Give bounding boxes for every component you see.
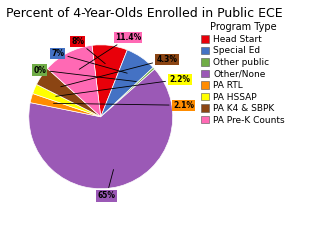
Text: 2.2%: 2.2%: [56, 75, 190, 96]
Wedge shape: [92, 45, 127, 117]
Legend: Head Start, Special Ed, Other public, Other/None, PA RTL, PA HSSAP, PA K4 & SBPK: Head Start, Special Ed, Other public, Ot…: [200, 21, 286, 126]
Wedge shape: [101, 68, 155, 117]
Text: 7%: 7%: [51, 49, 127, 73]
Text: 8%: 8%: [71, 37, 105, 64]
Wedge shape: [30, 93, 101, 117]
Text: 4.3%: 4.3%: [61, 55, 177, 87]
Text: 11.4%: 11.4%: [79, 33, 141, 69]
Text: 0%: 0%: [33, 65, 136, 82]
Text: 65%: 65%: [98, 169, 115, 200]
Wedge shape: [47, 45, 101, 117]
Text: Percent of 4-Year-Olds Enrolled in Public ECE: Percent of 4-Year-Olds Enrolled in Publi…: [6, 7, 283, 20]
Wedge shape: [29, 69, 173, 189]
Wedge shape: [32, 84, 101, 117]
Text: 2.1%: 2.1%: [54, 101, 194, 110]
Wedge shape: [101, 50, 153, 117]
Wedge shape: [36, 68, 101, 117]
